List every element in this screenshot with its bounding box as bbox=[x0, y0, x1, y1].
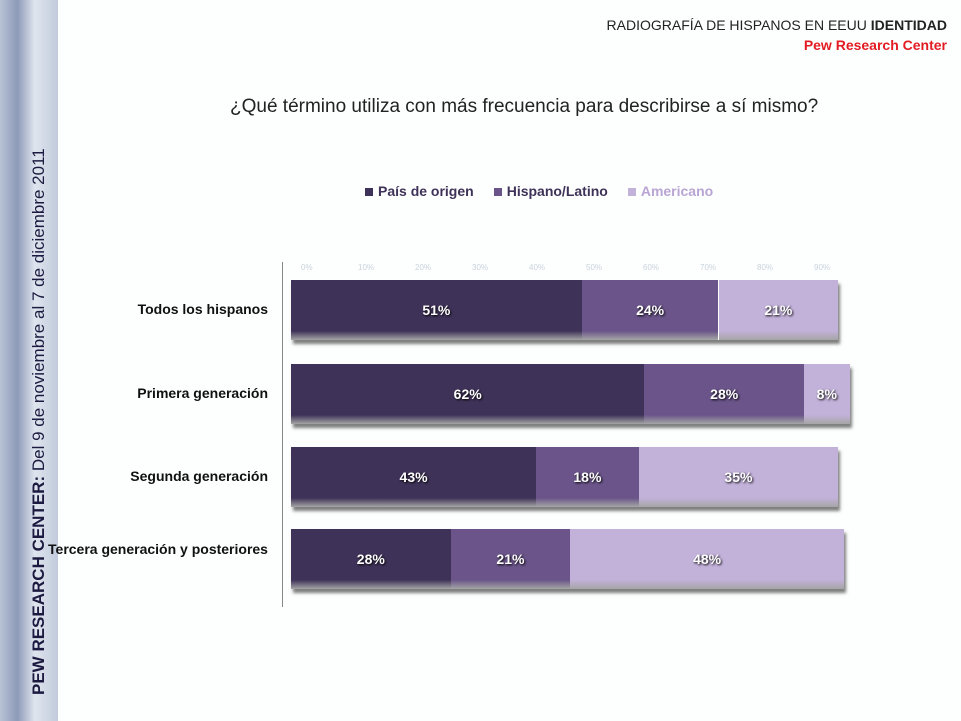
x-tick-label: 10% bbox=[358, 263, 375, 272]
x-tick-label: 20% bbox=[415, 263, 432, 272]
bar-segment: 21% bbox=[450, 529, 571, 589]
category-label: Primera generación bbox=[137, 385, 268, 401]
category-label: Segunda generación bbox=[130, 468, 268, 484]
bar-segment: 21% bbox=[718, 280, 839, 340]
bar-segment: 8% bbox=[804, 364, 850, 424]
x-tick-label: 40% bbox=[529, 263, 546, 272]
bar-segment: 28% bbox=[644, 364, 804, 424]
data-label: 51% bbox=[422, 302, 451, 318]
legend-item: Hispano/Latino bbox=[493, 183, 608, 199]
bar-segment: 43% bbox=[291, 447, 537, 507]
bar-segment: 24% bbox=[581, 280, 719, 340]
x-tick-label: 60% bbox=[643, 263, 660, 272]
category-label: Todos los hispanos bbox=[137, 301, 268, 317]
bar-row: 51% 24% 21% bbox=[291, 280, 839, 340]
bar-segment: 62% bbox=[291, 364, 645, 424]
x-tick-label: 0% bbox=[301, 263, 313, 272]
bar-segment: 35% bbox=[638, 447, 839, 507]
legend-label: Americano bbox=[640, 183, 714, 199]
data-label: 28% bbox=[356, 551, 385, 567]
legend-label: País de origen bbox=[378, 183, 474, 199]
bar-segment: 18% bbox=[536, 447, 639, 507]
axis-bracket bbox=[282, 262, 293, 607]
bar-row: 43% 18% 35% bbox=[291, 447, 839, 507]
bar-row: 62% 28% 8% bbox=[291, 364, 850, 424]
data-label: 28% bbox=[710, 386, 739, 402]
source-label: Pew Research Center bbox=[803, 37, 947, 53]
data-label: 62% bbox=[453, 386, 482, 402]
legend: País de origen Hispano/Latino Americano bbox=[365, 183, 713, 199]
data-label: 21% bbox=[764, 302, 793, 318]
side-decoration bbox=[0, 0, 58, 721]
bar-segment: 48% bbox=[570, 529, 844, 589]
legend-swatch bbox=[365, 188, 373, 196]
legend-item: País de origen bbox=[365, 183, 474, 199]
x-tick-label: 80% bbox=[757, 263, 774, 272]
data-label: 21% bbox=[496, 551, 525, 567]
data-label: 8% bbox=[816, 386, 837, 402]
legend-item: Americano bbox=[627, 183, 714, 199]
x-tick-label: 70% bbox=[700, 263, 717, 272]
x-tick-label: 30% bbox=[472, 263, 489, 272]
x-tick-label: 50% bbox=[586, 263, 603, 272]
bar-row: 28% 21% 48% bbox=[291, 529, 844, 589]
data-label: 35% bbox=[724, 469, 753, 485]
x-tick-label: 90% bbox=[814, 263, 831, 272]
chart-title: ¿Qué término utiliza con más frecuencia … bbox=[230, 96, 819, 117]
bar-segment: 51% bbox=[291, 280, 582, 340]
data-label: 43% bbox=[399, 469, 428, 485]
report-title: RADIOGRAFÍA DE HISPANOS EN EEUU IDENTIDA… bbox=[606, 17, 947, 33]
data-label: 18% bbox=[573, 469, 602, 485]
category-label: Tercera generación y posteriores bbox=[48, 541, 268, 557]
data-label: 24% bbox=[636, 302, 665, 318]
survey-dates: PEW RESEARCH CENTER: Del 9 de noviembre … bbox=[29, 148, 48, 695]
bar-segment: 28% bbox=[291, 529, 451, 589]
data-label: 48% bbox=[693, 551, 722, 567]
legend-label: Hispano/Latino bbox=[506, 183, 608, 199]
legend-swatch bbox=[493, 188, 502, 196]
legend-swatch bbox=[627, 188, 636, 196]
